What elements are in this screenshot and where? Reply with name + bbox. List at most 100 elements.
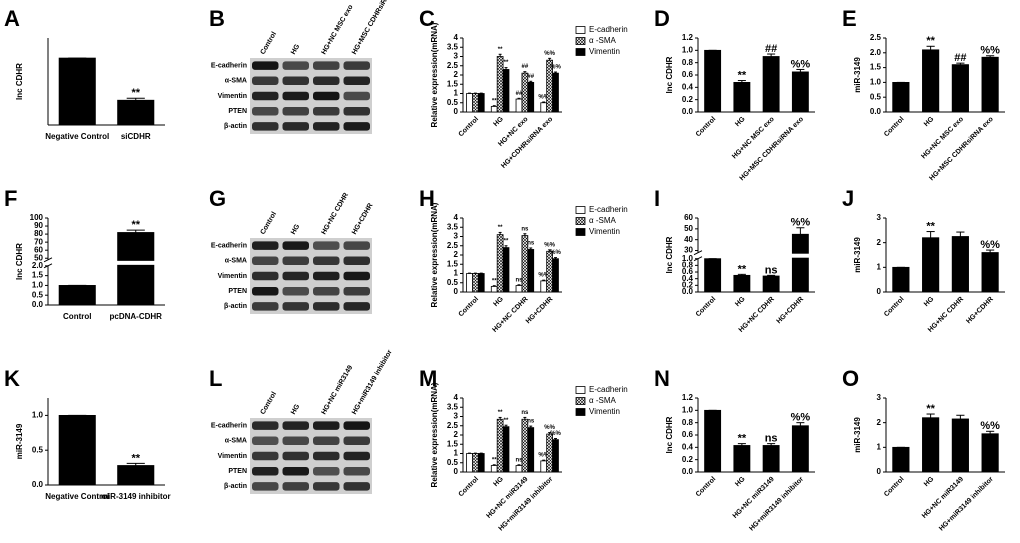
bar [892,446,910,473]
legend-label: α -SMA [589,36,617,45]
bar [922,49,940,113]
protein-label: Vimentin [218,93,247,100]
bar [552,72,559,113]
y-tick-label: 50 [34,253,43,262]
bar [552,258,559,293]
legend-label: α -SMA [589,216,617,225]
blot-band [343,256,370,266]
legend-swatch [575,228,586,236]
y-tick-label: 0.2 [682,95,694,104]
axis-break [699,253,816,258]
panel-letter: E [842,6,857,31]
panel-letter: I [654,186,660,211]
y-tick-label: 50 [684,224,693,233]
y-tick-label: 0.0 [682,287,694,296]
bar [951,236,969,293]
y-tick-label: 30 [684,246,693,255]
blot-band [343,451,370,461]
protein-label: PTEN [228,288,247,295]
y-tick-label: 0.8 [682,58,694,67]
blot-band [313,271,340,281]
significance-label: ** [738,69,747,81]
blot-band [252,256,279,266]
y-tick-label: 0.4 [682,82,694,91]
y-tick-label: 0.0 [32,300,44,309]
significance-label: ** [492,457,497,463]
blot-band [313,91,340,101]
bar [552,439,559,473]
panel-letter: A [4,6,20,31]
bar [981,252,999,293]
bar [58,57,96,126]
x-tick-label: siCDHR [121,132,151,141]
significance-label: ** [131,219,140,231]
y-tick-label: 0.5 [447,98,459,107]
lane-label: Control [260,211,279,236]
significance-label: ## [522,64,529,70]
blot-band [343,421,370,430]
y-tick-label: 40 [684,235,693,244]
y-tick-label: 0.5 [447,458,459,467]
blot-band [343,302,370,311]
y-tick-label: 3 [877,393,882,402]
blot-band [252,61,279,70]
y-tick-label: 0.6 [682,430,694,439]
y-tick-label: 1 [877,262,882,271]
significance-label: %% [538,95,549,101]
bar-hatch [472,273,479,292]
blot-band [282,122,309,131]
y-tick-label: 3.5 [447,42,459,51]
protein-label: E-cadherin [211,242,247,249]
significance-label: %% [791,58,811,70]
panel-letter: O [842,366,859,391]
panel-letter: B [209,6,225,31]
blot-band [343,286,370,296]
panel-letter: K [4,366,20,391]
blot-band [282,76,309,86]
y-axis-label: Relative expression(mRNA) [430,22,439,127]
y-tick-label: 0.0 [32,480,44,489]
x-tick-label: HG+miR3149 inhibitor [938,476,995,533]
blot-band [252,421,279,430]
lane-label: Control [260,31,279,56]
bar [477,453,485,473]
y-tick-label: 0.2 [682,280,694,289]
y-axis-label: lnc CDHR [15,63,24,100]
x-tick-label: HG [734,115,747,128]
significance-label: ** [498,225,503,231]
bar [951,64,969,113]
y-tick-label: 1.0 [870,78,882,87]
legend-hatch [576,217,585,225]
blot-band [252,436,279,446]
y-tick-label: 3 [454,52,459,61]
y-tick-label: 4 [454,33,459,42]
y-tick-label: 0 [454,107,459,116]
blot-band [252,302,279,311]
bar-hatch [546,60,553,112]
blot-band [343,91,370,101]
y-tick-label: 1.5 [870,63,882,72]
blot-band [313,436,340,446]
blot-band [252,482,279,491]
bar [733,82,751,113]
x-tick-label: Control [458,476,481,499]
y-tick-label: 0.5 [32,290,44,299]
blot-band [252,466,279,476]
blot-band [282,91,309,101]
blot-band [313,421,340,430]
bar [527,427,535,473]
y-tick-label: 2.5 [447,241,459,250]
x-tick-label: HG+CDHR [525,296,555,326]
legend-swatch [575,26,586,34]
y-tick-label: 1 [877,442,882,451]
legend-hatch [576,397,585,405]
y-tick-label: 2.5 [447,421,459,430]
bar-hatch [497,234,504,292]
x-tick-label: Negative Control [45,132,109,141]
protein-label: PTEN [228,108,247,115]
bar-hatch [472,453,479,472]
y-tick-label: 2 [454,250,459,259]
break-mark [693,250,703,256]
significance-label: ** [492,278,497,284]
y-tick-label: 4 [454,393,459,402]
